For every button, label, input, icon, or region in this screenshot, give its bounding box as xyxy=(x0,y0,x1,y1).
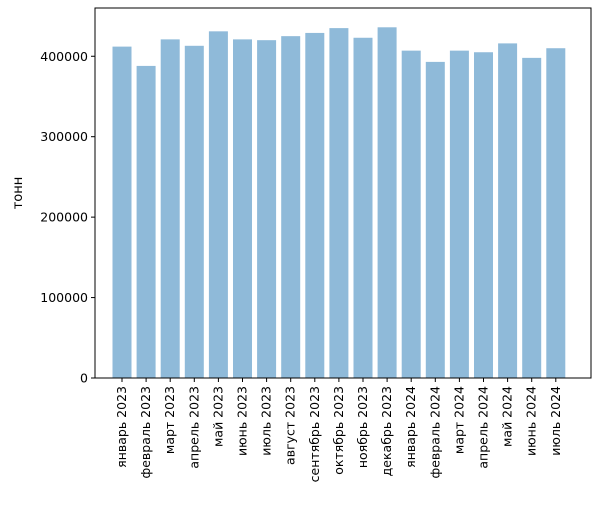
x-tick-label: июнь 2023 xyxy=(235,386,250,456)
bar xyxy=(377,27,397,379)
bar xyxy=(281,36,301,379)
bar xyxy=(522,57,542,379)
x-tick-label: сентябрь 2023 xyxy=(307,386,322,482)
bar xyxy=(233,39,252,379)
x-tick-label: июнь 2024 xyxy=(524,386,539,456)
x-tick-label: март 2023 xyxy=(162,386,177,454)
bar xyxy=(498,43,518,378)
bar xyxy=(136,65,156,378)
x-tick-label: ноябрь 2023 xyxy=(355,386,370,468)
bar xyxy=(184,45,204,379)
x-tick-label: февраль 2024 xyxy=(427,386,442,479)
y-tick-label: 400000 xyxy=(40,49,88,64)
bar xyxy=(353,37,373,378)
x-tick-label: май 2024 xyxy=(500,386,515,447)
x-tick-label: февраль 2023 xyxy=(138,386,153,478)
y-tick-label: 300000 xyxy=(40,129,88,144)
bar xyxy=(546,48,566,378)
bar xyxy=(112,46,132,379)
y-axis: 0 100000 200000 300000 400000 xyxy=(40,49,95,386)
x-tick-label: январь 2024 xyxy=(403,386,418,468)
bar xyxy=(474,52,493,379)
x-tick-label: апрель 2023 xyxy=(186,386,201,469)
bar xyxy=(257,40,277,379)
y-tick-label: 0 xyxy=(80,371,88,386)
bars-group xyxy=(112,27,566,379)
bar xyxy=(329,28,349,379)
x-tick-label: июль 2023 xyxy=(259,386,274,456)
x-tick-label: апрель 2024 xyxy=(476,386,491,469)
bar xyxy=(449,50,469,378)
bar xyxy=(160,39,180,379)
x-tick-label: декабрь 2023 xyxy=(379,386,394,476)
y-axis-label: тонн xyxy=(11,177,26,210)
x-tick-label: январь 2023 xyxy=(114,386,129,468)
x-tick-label: март 2024 xyxy=(451,386,466,454)
y-tick-label: 100000 xyxy=(40,290,88,305)
x-tick-label: октябрь 2023 xyxy=(331,386,346,475)
bar xyxy=(208,31,228,379)
x-tick-label: август 2023 xyxy=(283,386,298,465)
x-axis: январь 2023 февраль 2023 март 2023 апрель 2… xyxy=(114,378,563,482)
bar xyxy=(425,61,445,378)
bar xyxy=(401,50,421,378)
bar xyxy=(305,32,325,379)
x-tick-label: июль 2024 xyxy=(548,386,563,456)
plot-frame xyxy=(94,7,592,379)
x-tick-label: май 2023 xyxy=(210,386,225,447)
y-tick-label: 200000 xyxy=(40,210,88,225)
